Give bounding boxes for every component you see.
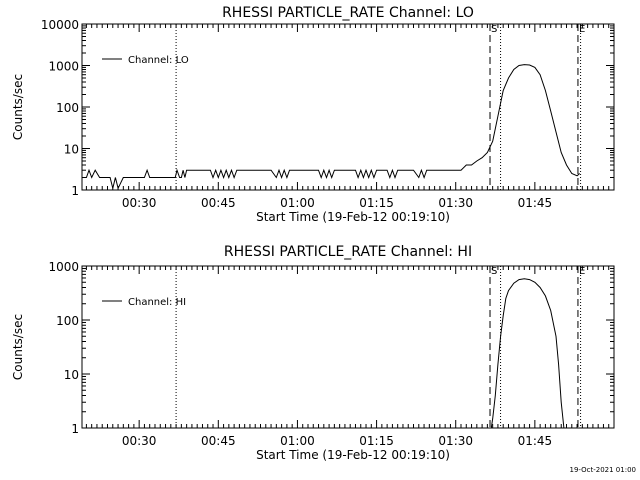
chart-panel-hi: RHESSI PARTICLE_RATE Channel: HI 1 10 100 10… bbox=[11, 244, 615, 462]
plot-frame bbox=[81, 23, 615, 191]
y-tick-label: 1 bbox=[71, 184, 79, 198]
y-tick-label: 10 bbox=[64, 368, 79, 382]
y-tick-label: 1000 bbox=[48, 260, 79, 274]
y-tick-label: 100 bbox=[56, 101, 79, 115]
x-tick-label: 01:15 bbox=[359, 434, 394, 448]
y-tick-label: 1000 bbox=[48, 60, 79, 74]
x-tick-label: 00:45 bbox=[201, 434, 236, 448]
x-tick-label: 01:30 bbox=[438, 434, 473, 448]
time-marker-label: S bbox=[491, 24, 497, 35]
y-tick-label: 10000 bbox=[41, 18, 79, 32]
x-tick-label: 01:45 bbox=[518, 434, 553, 448]
x-tick-label: 00:30 bbox=[122, 434, 157, 448]
y-tick-label: 100 bbox=[56, 314, 79, 328]
time-marker-label: S bbox=[491, 266, 497, 277]
x-tick-label: 01:15 bbox=[359, 196, 394, 210]
x-tick-label: 01:00 bbox=[280, 434, 315, 448]
legend-label: Channel: HI bbox=[128, 297, 186, 308]
time-marker-label: E bbox=[579, 266, 585, 277]
data-series-line bbox=[490, 278, 565, 429]
y-axis-label: Counts/sec bbox=[11, 314, 25, 380]
plot-frame bbox=[81, 265, 615, 429]
generated-timestamp: 19-Oct-2021 01:00 bbox=[570, 466, 636, 474]
x-tick-label: 00:30 bbox=[122, 196, 157, 210]
chart-panel-lo: RHESSI PARTICLE_RATE Channel: LO 1 10 100 10… bbox=[11, 5, 615, 224]
x-tick-label: 01:45 bbox=[518, 196, 553, 210]
x-axis-label: Start Time (19-Feb-12 00:19:10) bbox=[256, 448, 450, 462]
x-tick-label: 01:30 bbox=[438, 196, 473, 210]
time-marker-label: E bbox=[579, 24, 585, 35]
data-series-line bbox=[82, 64, 581, 190]
x-tick-label: 01:00 bbox=[280, 196, 315, 210]
legend-label: Channel: LO bbox=[128, 55, 189, 66]
x-tick-label: 00:45 bbox=[201, 196, 236, 210]
x-axis-label: Start Time (19-Feb-12 00:19:10) bbox=[256, 210, 450, 224]
y-tick-label: 1 bbox=[71, 422, 79, 436]
chart-title: RHESSI PARTICLE_RATE Channel: LO bbox=[222, 5, 474, 21]
chart-title: RHESSI PARTICLE_RATE Channel: HI bbox=[224, 244, 472, 260]
y-axis-label: Counts/sec bbox=[11, 74, 25, 140]
y-tick-label: 10 bbox=[64, 143, 79, 157]
